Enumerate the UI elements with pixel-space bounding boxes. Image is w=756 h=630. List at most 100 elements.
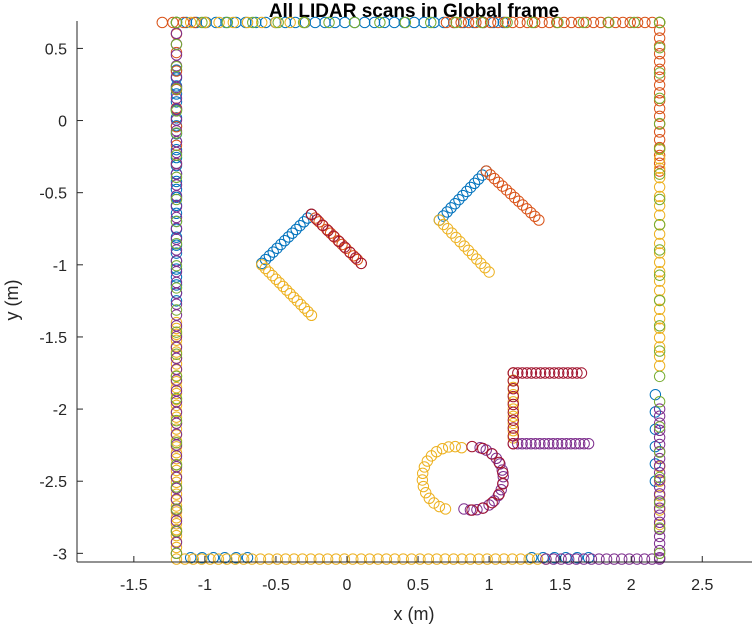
data-point [170,16,183,29]
data-point [336,238,348,251]
data-point [270,273,282,285]
data-point [305,553,317,565]
data-point [282,231,295,243]
data-point [472,173,485,185]
data-point [355,553,367,565]
data-point [573,16,585,29]
y-tick-label: 0 [58,114,67,131]
data-point [653,446,666,458]
data-point [653,284,666,297]
data-point [480,165,492,177]
data-point [425,16,437,29]
data-point [321,223,333,236]
data-point [267,246,279,258]
data-point [653,509,666,521]
data-point [653,516,666,528]
x-tick-label: 2 [627,577,636,594]
data-point [653,63,666,76]
data-point [298,302,311,314]
data-point [156,16,168,29]
data-point [476,169,489,181]
data-point [389,553,401,565]
data-point [259,262,271,275]
data-point [477,502,489,514]
data-point [653,522,666,534]
data-point [170,488,183,500]
data-point [433,500,446,513]
data-point [653,48,666,60]
data-point [448,16,460,29]
data-point [653,228,666,240]
data-point [280,284,293,296]
data-point [170,348,183,360]
data-point [600,553,613,565]
data-point [653,117,666,130]
data-point [313,216,325,228]
data-point [455,16,467,29]
data-point [468,177,481,190]
data-point [547,438,559,450]
data-point [470,253,483,265]
data-point [414,553,426,565]
data-point [170,46,183,59]
data-point [653,345,666,357]
data-point [397,553,409,565]
data-point [653,190,666,203]
data-point [351,253,364,266]
data-point [179,553,191,565]
data-point [273,277,286,289]
data-point [653,149,666,162]
data-point [653,350,666,363]
data-point [256,259,268,271]
data-point [170,149,183,161]
data-point [170,260,183,272]
data-point [363,553,376,565]
data-point [301,212,314,224]
data-point [347,553,359,565]
data-point [170,60,183,73]
data-point [279,553,292,565]
data-point [464,553,477,565]
data-point [170,151,183,164]
data-point [653,87,666,99]
data-point [170,411,183,423]
x-tick-label: -1 [198,577,212,594]
data-point [170,346,183,358]
data-point [489,553,502,565]
data-point [578,438,590,450]
data-point [512,195,525,207]
y-tick-label: -2.5 [39,474,67,491]
data-point [170,358,183,370]
data-point [241,16,254,29]
data-point [298,216,310,228]
data-point [461,185,473,198]
data-point [464,181,477,194]
data-point [539,367,551,379]
data-point [609,16,622,29]
data-point [507,438,519,450]
data-point [417,467,429,480]
data-point [170,139,183,151]
data-point [530,367,542,379]
x-axis-label: x (m) [394,604,435,624]
data-point [450,16,462,29]
data-point [653,24,666,36]
data-point [653,67,666,79]
data-point [653,162,666,174]
data-point [525,438,537,450]
data-point [653,171,666,184]
data-point [170,452,183,465]
data-point [458,503,470,515]
data-point [497,470,509,483]
data-point [445,202,457,214]
chart-title: All LIDAR scans in Global frame [269,1,559,22]
data-point [497,478,509,490]
data-point [462,244,475,257]
data-point [538,438,550,450]
data-point [507,367,519,379]
data-point [453,193,465,206]
data-point [575,367,588,379]
data-point [313,553,325,565]
data-point [521,367,533,379]
data-point [170,282,183,294]
